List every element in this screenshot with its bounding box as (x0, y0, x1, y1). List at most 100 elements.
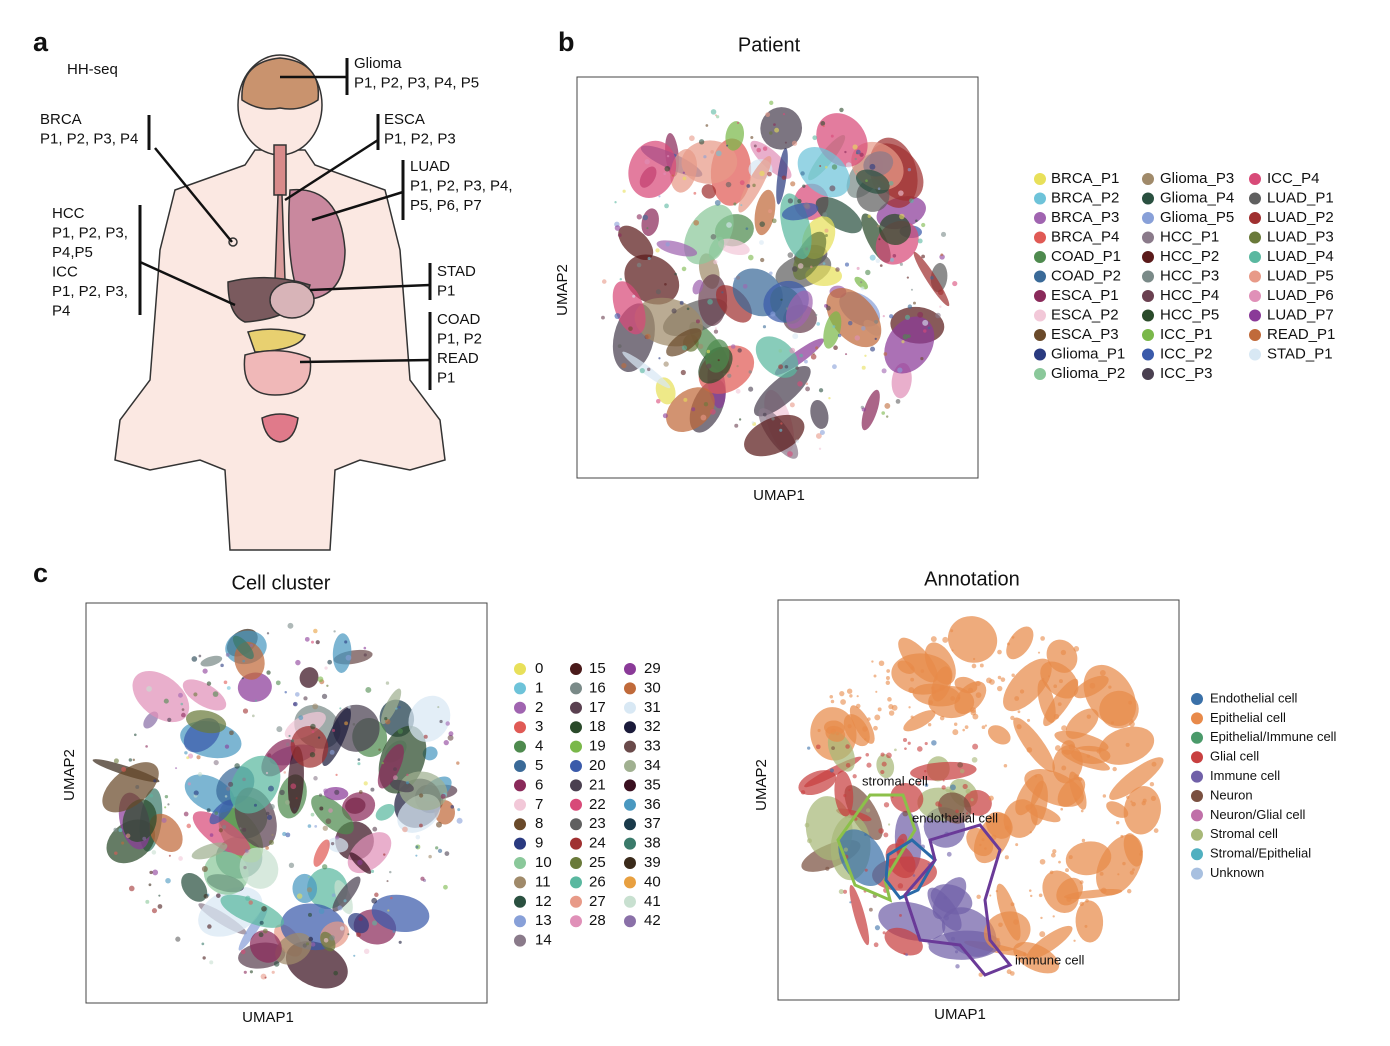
legend-label: 5 (535, 757, 543, 774)
cell-dot (931, 740, 937, 746)
cell-dot (835, 267, 840, 272)
cell-dot (118, 828, 123, 833)
cell-cluster (890, 782, 924, 813)
cell-dot (387, 909, 390, 912)
cell-dot (769, 100, 774, 105)
cell-dot (358, 916, 363, 922)
cell-dot (997, 649, 1002, 655)
legend-label: 31 (644, 699, 661, 716)
cell-dot (713, 329, 719, 334)
cell-dot (330, 842, 335, 846)
cell-dot (899, 213, 905, 220)
cell-dot (948, 814, 951, 818)
cell-dot (121, 841, 125, 845)
legend-label: ICC_P3 (1160, 365, 1213, 382)
cell-dot (1029, 831, 1032, 834)
cell-dot (1081, 838, 1086, 843)
cell-dot (805, 382, 809, 386)
legend-dot (570, 682, 582, 695)
cell-dot (1099, 871, 1104, 876)
cell-dot (113, 827, 118, 832)
cell-dot (998, 922, 1003, 928)
cell-dot (978, 972, 983, 977)
cell-dot (339, 707, 342, 710)
cell-dot (735, 388, 741, 394)
cell-dot (370, 869, 375, 873)
cell-dot (921, 222, 926, 228)
cell-dot (207, 924, 212, 929)
cell-dot (193, 692, 198, 697)
cell-cluster (232, 635, 254, 660)
cell-dot (997, 675, 1002, 680)
cell-dot (784, 364, 789, 369)
cell-dot (450, 805, 455, 809)
cell-dot (1122, 861, 1126, 866)
legend-label: BRCA_P2 (1051, 189, 1119, 206)
legend-label: 16 (589, 679, 606, 696)
cell-dot (726, 144, 729, 147)
cell-cluster (203, 851, 249, 895)
cell-dot (878, 828, 884, 834)
cell-dot (710, 109, 717, 115)
cell-dot (222, 842, 225, 846)
cell-dot (910, 666, 914, 670)
cell-dot (686, 307, 690, 311)
cell-cluster (191, 842, 228, 860)
cell-dot (920, 669, 925, 673)
cell-dot (819, 429, 825, 436)
cell-dot (226, 686, 231, 690)
cell-dot (1139, 852, 1143, 856)
cell-dot (941, 785, 946, 790)
legend-dot (514, 837, 526, 850)
legend-label: 37 (644, 815, 661, 832)
cell-dot (774, 127, 780, 133)
cell-dot (972, 657, 976, 661)
cell-dot (248, 900, 253, 905)
legend-dot (1034, 290, 1046, 302)
cell-dot (186, 756, 190, 760)
legend-label: HCC_P5 (1160, 306, 1219, 323)
cell-dot (996, 685, 1003, 692)
cell-dot (1060, 649, 1067, 656)
legend-dot (570, 915, 582, 928)
cell-dot (178, 692, 183, 698)
cell-dot (437, 706, 440, 709)
legend-label: 22 (589, 796, 606, 813)
cell-dot (877, 707, 882, 712)
cell-cluster (884, 927, 923, 956)
legend-dot (1249, 192, 1261, 205)
cell-dot (861, 326, 866, 331)
cell-dot (191, 656, 198, 662)
cell-dot (448, 731, 454, 737)
cell-cluster (209, 799, 234, 825)
organ-label: P1 (437, 282, 455, 299)
cell-dot (381, 761, 384, 765)
cell-dot (315, 640, 320, 645)
cell-dot (937, 289, 944, 296)
cell-cluster (181, 872, 208, 902)
cell-dot (309, 752, 316, 758)
cell-dot (905, 953, 909, 957)
cell-dot (1041, 677, 1045, 681)
cell-dot (313, 776, 318, 781)
cell-dot (742, 283, 748, 289)
plot-frame (576, 76, 979, 479)
cell-dot (972, 743, 979, 750)
cell-dot (164, 806, 167, 809)
cell-cluster (612, 281, 646, 335)
cell-dot (224, 744, 230, 749)
cell-dot (1079, 880, 1084, 885)
panel-label: b (558, 27, 575, 57)
organ-label: ICC (52, 263, 78, 280)
cell-dot (239, 827, 242, 830)
cell-dot (317, 736, 321, 739)
cell-dot (855, 149, 861, 155)
cell-dot (866, 762, 872, 768)
cell-cluster (102, 762, 159, 813)
cell-dot (875, 258, 881, 263)
cell-dot (223, 680, 228, 685)
legend-dot (1249, 348, 1261, 361)
cell-dot (335, 773, 338, 776)
plot-frame (85, 602, 488, 1004)
cell-dot (1034, 960, 1038, 964)
